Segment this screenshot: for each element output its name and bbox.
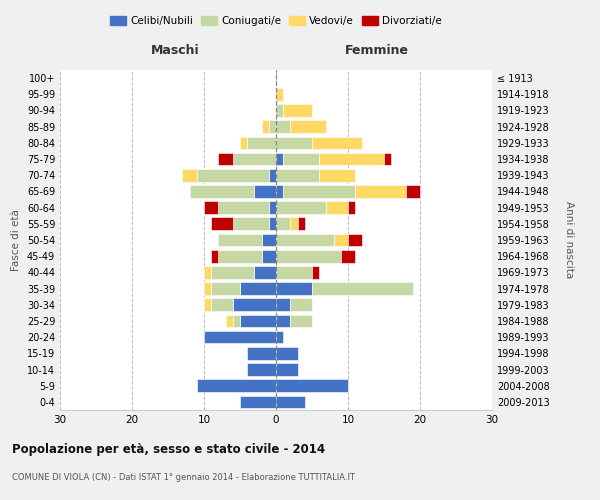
Bar <box>211 298 233 311</box>
Bar <box>355 185 406 198</box>
Bar <box>197 380 276 392</box>
Bar <box>254 185 276 198</box>
Bar <box>218 152 233 166</box>
Bar <box>262 234 276 246</box>
Bar <box>269 169 276 181</box>
Bar <box>240 396 276 408</box>
Bar <box>276 347 298 360</box>
Bar <box>276 396 305 408</box>
Bar <box>276 136 312 149</box>
Bar <box>254 266 276 278</box>
Bar <box>218 250 262 262</box>
Text: Femmine: Femmine <box>345 44 409 57</box>
Bar <box>312 136 362 149</box>
Bar <box>283 152 319 166</box>
Bar <box>276 88 283 101</box>
Bar <box>269 218 276 230</box>
Bar <box>262 120 269 133</box>
Bar <box>182 169 197 181</box>
Bar <box>283 185 355 198</box>
Bar <box>276 314 290 328</box>
Y-axis label: Fasce di età: Fasce di età <box>11 209 21 271</box>
Bar <box>269 120 276 133</box>
Bar <box>319 169 355 181</box>
Bar <box>204 282 211 295</box>
Bar <box>276 250 341 262</box>
Bar <box>276 169 319 181</box>
Bar <box>211 218 233 230</box>
Bar <box>290 314 312 328</box>
Bar <box>283 104 312 117</box>
Bar <box>319 152 384 166</box>
Bar <box>348 234 362 246</box>
Bar <box>276 104 283 117</box>
Bar <box>276 331 283 344</box>
Bar <box>384 152 391 166</box>
Bar <box>276 380 348 392</box>
Text: COMUNE DI VIOLA (CN) - Dati ISTAT 1° gennaio 2014 - Elaborazione TUTTITALIA.IT: COMUNE DI VIOLA (CN) - Dati ISTAT 1° gen… <box>12 472 355 482</box>
Bar <box>247 136 276 149</box>
Bar <box>204 202 218 214</box>
Bar <box>233 298 276 311</box>
Bar <box>218 234 262 246</box>
Bar <box>348 202 355 214</box>
Bar <box>276 185 283 198</box>
Bar <box>269 202 276 214</box>
Bar <box>276 120 290 133</box>
Bar <box>276 152 283 166</box>
Bar <box>334 234 348 246</box>
Bar <box>290 298 312 311</box>
Bar <box>233 314 240 328</box>
Bar <box>240 282 276 295</box>
Bar <box>276 282 312 295</box>
Bar <box>197 169 269 181</box>
Bar <box>290 120 326 133</box>
Bar <box>262 250 276 262</box>
Bar <box>247 347 276 360</box>
Text: Maschi: Maschi <box>151 44 200 57</box>
Bar <box>312 266 319 278</box>
Bar <box>204 266 211 278</box>
Bar <box>233 152 276 166</box>
Bar <box>341 250 355 262</box>
Bar <box>211 282 240 295</box>
Bar <box>290 218 298 230</box>
Bar <box>326 202 348 214</box>
Legend: Celibi/Nubili, Coniugati/e, Vedovi/e, Divorziati/e: Celibi/Nubili, Coniugati/e, Vedovi/e, Di… <box>107 12 445 29</box>
Bar <box>218 202 269 214</box>
Bar <box>276 202 326 214</box>
Bar <box>226 314 233 328</box>
Bar <box>276 363 298 376</box>
Bar <box>204 298 211 311</box>
Bar <box>276 234 334 246</box>
Text: Popolazione per età, sesso e stato civile - 2014: Popolazione per età, sesso e stato civil… <box>12 442 325 456</box>
Bar <box>276 218 290 230</box>
Bar <box>233 218 269 230</box>
Y-axis label: Anni di nascita: Anni di nascita <box>563 202 574 278</box>
Bar <box>406 185 420 198</box>
Bar <box>298 218 305 230</box>
Bar <box>276 298 290 311</box>
Bar <box>211 250 218 262</box>
Bar <box>240 314 276 328</box>
Bar <box>211 266 254 278</box>
Bar <box>312 282 413 295</box>
Bar <box>276 266 312 278</box>
Bar <box>190 185 254 198</box>
Bar <box>204 331 276 344</box>
Bar <box>247 363 276 376</box>
Bar <box>240 136 247 149</box>
